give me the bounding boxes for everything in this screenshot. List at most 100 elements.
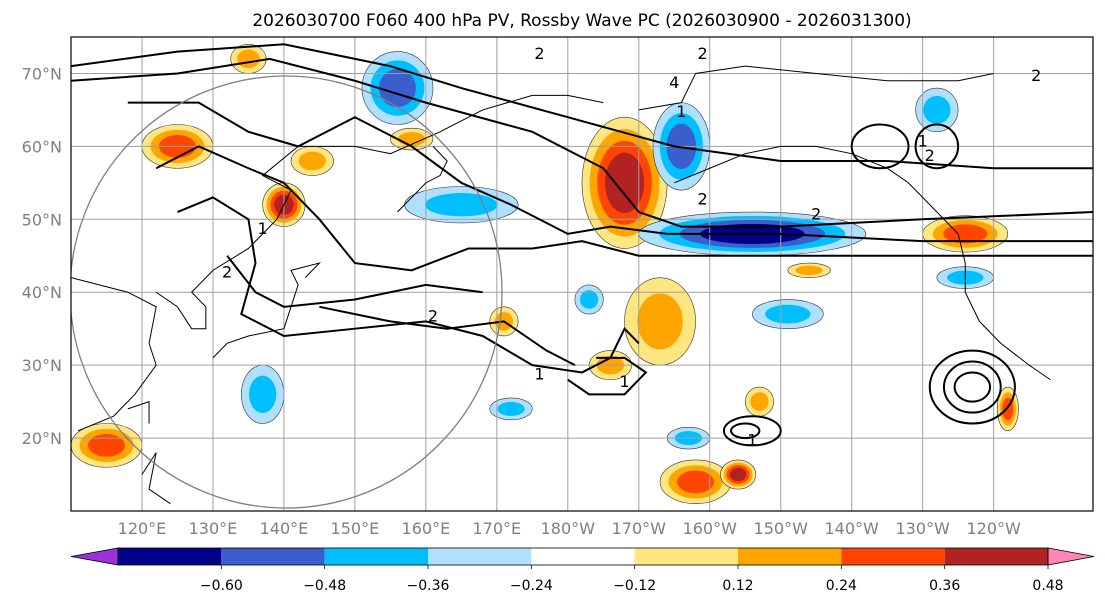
- contour-label-0: 2: [534, 44, 544, 63]
- pv-closed-contour-2: [928, 349, 1016, 425]
- pv-contour-4: [177, 196, 640, 374]
- colorbar-swatch-7: [841, 548, 945, 565]
- colorbar-swatch-1: [221, 548, 325, 565]
- lon-tick-label-240: 120°W: [966, 519, 1021, 538]
- colorbar-tick-label-7: 0.36: [929, 578, 960, 594]
- pv-closed-contour-4: [953, 371, 992, 403]
- colorbar-tick-label-6: 0.24: [826, 578, 857, 594]
- colorbar-swatch-3: [428, 548, 532, 565]
- anomaly-blob-18-level-2: [88, 433, 125, 457]
- lon-tick-label-150: 150°E: [331, 519, 380, 538]
- pv-contour-6: [319, 305, 576, 367]
- colorbar-swatch-0: [118, 548, 222, 565]
- anomaly-blob-24-level-1: [750, 392, 769, 411]
- anomaly-blob-21-level-3: [729, 467, 747, 482]
- lon-tick-label-190: 170°W: [612, 519, 667, 538]
- lon-tick-label-220: 140°W: [825, 519, 880, 538]
- lon-tick-label-230: 130°W: [895, 519, 950, 538]
- latitude-ticks: 20°N 30°N 40°N 50°N 60°N 70°N: [22, 64, 62, 448]
- colorbar-swatch-5: [634, 548, 738, 565]
- coastline-6: [127, 400, 150, 424]
- coastline-7: [141, 452, 171, 505]
- graticule: [71, 37, 1093, 511]
- lon-tick-label-210: 150°W: [754, 519, 809, 538]
- contour-label-14: 1: [918, 131, 928, 150]
- contour-label-6: 2: [811, 204, 821, 223]
- colorbar-tick-label-3: −0.24: [510, 578, 553, 594]
- pv-closed-contour-1: [730, 422, 761, 440]
- anomaly-blob-17-level-1: [248, 375, 277, 413]
- contour-label-5: 2: [925, 146, 935, 165]
- colorbar-swatch-8: [944, 548, 1048, 565]
- anomaly-blob-3-level-2: [379, 69, 416, 108]
- pv-closed-contour-0: [722, 415, 782, 447]
- contour-label-7: 2: [222, 263, 232, 282]
- colorbar-over-triangle: [1047, 547, 1095, 566]
- contour-label-3: 1: [676, 102, 686, 121]
- contour-label-10: 1: [619, 372, 629, 391]
- coastline-3: [397, 146, 448, 213]
- colorbar-swatch-2: [324, 548, 428, 565]
- anomaly-blob-10-level-1: [637, 293, 683, 350]
- anomaly-blob-25-level-1: [795, 265, 823, 276]
- lon-tick-label-170: 170°E: [473, 519, 522, 538]
- lat-tick-label-40: 40°N: [22, 283, 62, 302]
- colorbar-swatch-6: [738, 548, 842, 565]
- lon-tick-label-140: 140°E: [260, 519, 309, 538]
- colorbar-tick-label-1: −0.48: [303, 578, 346, 594]
- lon-tick-label-160: 160°E: [402, 519, 451, 538]
- pv-contour-5: [226, 255, 483, 308]
- pv-closed-contour-6: [850, 123, 910, 170]
- colorbar-tick-label-0: −0.60: [200, 578, 243, 594]
- longitude-ticks: 120°E 130°E 140°E 150°E 160°E 170°E 180°W 170°W…: [118, 519, 1021, 538]
- contour-label-2: 4: [669, 73, 679, 92]
- colorbar-tick-label-4: −0.12: [613, 578, 656, 594]
- colorbar-tick-label-8: 0.48: [1032, 578, 1063, 594]
- lon-tick-label-180: 180°W: [541, 519, 596, 538]
- pv-contour-1: [71, 57, 1093, 228]
- contour-label-4: 2: [698, 190, 708, 209]
- coastline-5: [638, 65, 994, 111]
- reference-circle: [71, 75, 503, 509]
- lat-tick-label-70: 70°N: [22, 64, 62, 83]
- pv-closed-contour-5: [914, 123, 960, 170]
- anomaly-blob-7-level-3: [604, 152, 645, 214]
- anomaly-blob-2-level-1: [237, 49, 260, 69]
- colorbar-outline: [117, 547, 1049, 566]
- anomaly-blob-12-level-1: [765, 304, 811, 324]
- lat-tick-label-30: 30°N: [22, 356, 62, 375]
- chart-title: 2026030700 F060 400 hPa PV, Rossby Wave …: [252, 11, 911, 31]
- colorbar: [70, 547, 1095, 566]
- lat-tick-label-50: 50°N: [22, 210, 62, 229]
- anomaly-blob-19-level-1: [497, 401, 525, 416]
- contour-label-9: 2: [428, 306, 438, 325]
- lat-tick-label-20: 20°N: [22, 429, 62, 448]
- contour-label-11: 1: [534, 365, 544, 384]
- colorbar-swatch-4: [531, 548, 635, 565]
- contour-label-13: 2: [1031, 66, 1041, 85]
- anomaly-blob-20-level-2: [677, 470, 715, 494]
- contour-label-1: 2: [698, 44, 708, 63]
- coastline-0: [71, 277, 157, 432]
- anomaly-blob-16-level-1: [298, 151, 326, 171]
- anomaly-blob-6-level-1: [580, 290, 599, 309]
- pv-contour-2: [127, 101, 1093, 243]
- contour-label-8: 1: [258, 219, 268, 238]
- lon-tick-label-130: 130°E: [189, 519, 238, 538]
- contour-label-12: 1: [747, 430, 757, 449]
- lon-tick-label-120: 120°E: [118, 519, 167, 538]
- pv-contour-3: [155, 145, 1093, 272]
- lat-tick-label-60: 60°N: [22, 137, 62, 156]
- colorbar-tick-label-2: −0.36: [407, 578, 450, 594]
- colorbar-tick-label-5: 0.12: [722, 578, 753, 594]
- anomaly-blob-4-level-1: [425, 193, 498, 217]
- anomaly-blob-15-level-1: [923, 95, 951, 124]
- coastline-4: [674, 145, 1051, 381]
- colorbar-ticks: −0.60 −0.48 −0.36 −0.24 −0.12 0.12 0.24 0.36 0.4…: [200, 565, 1064, 594]
- map-frame: [70, 36, 1094, 512]
- colorbar-under-triangle: [70, 547, 119, 566]
- pv-contour-7: [567, 356, 648, 396]
